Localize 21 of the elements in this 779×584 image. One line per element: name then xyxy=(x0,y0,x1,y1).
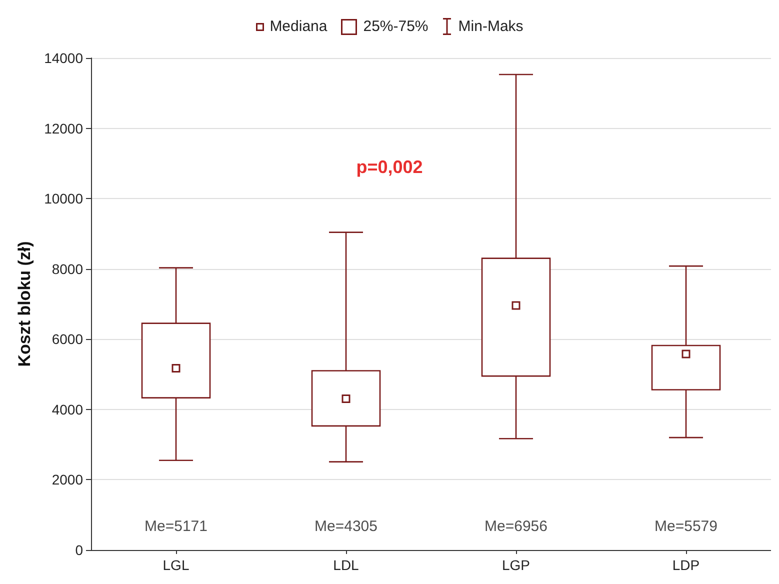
y-tick-label: 0 xyxy=(75,542,84,558)
annotation: Me=4305 xyxy=(314,518,378,535)
y-tick-label: 8000 xyxy=(52,260,84,277)
y-tick-label: 4000 xyxy=(52,401,84,418)
y-axis-title: Koszt bloku (zł) xyxy=(15,241,34,367)
annotation: Me=6956 xyxy=(484,518,548,535)
y-tick-label: 6000 xyxy=(52,331,84,348)
text: Mediana xyxy=(270,18,328,35)
x-tick-label: LDL xyxy=(333,557,360,573)
legend-label: 25%-75% xyxy=(363,18,428,35)
annotation: p=0,002 xyxy=(356,157,423,177)
annotation: Me=5579 xyxy=(654,518,718,535)
annotation: Me=5171 xyxy=(144,518,208,535)
text: Min-Maks xyxy=(458,18,524,35)
y-tick-label: 14000 xyxy=(44,50,84,66)
y-tick-label: 12000 xyxy=(44,120,84,136)
y-tick-label: 2000 xyxy=(52,472,84,488)
x-tick-label: LGP xyxy=(502,557,530,573)
y-tick-label: 10000 xyxy=(44,190,84,207)
x-tick-label: LDP xyxy=(672,557,700,573)
x-tick-label: LGL xyxy=(162,557,190,573)
